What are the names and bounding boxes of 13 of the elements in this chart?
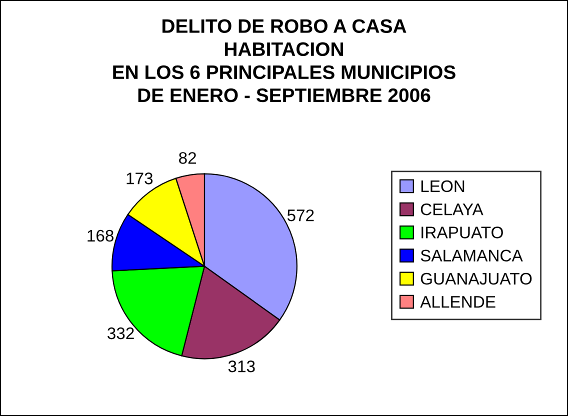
- legend-label: CELAYA: [420, 203, 484, 216]
- data-label: 332: [108, 327, 134, 340]
- data-label: 572: [287, 209, 314, 222]
- legend-label: ALLENDE: [420, 296, 496, 308]
- data-label: 168: [88, 230, 114, 242]
- data-label: 82: [179, 152, 196, 164]
- legend-label: GUANAJUATO: [420, 272, 532, 285]
- legend-label: IRAPUATO: [422, 226, 503, 238]
- legend-label: LEON: [421, 180, 464, 192]
- legend-label: SALAMANCA: [420, 250, 523, 262]
- chart-title: DELITO DE ROBO A CASA HABITACION EN LOS 6 PRINCIPALES MUNICIPIOS DE ENERO - SEPTIEMBRE 2006: [113, 19, 456, 102]
- data-label: 173: [126, 172, 153, 184]
- data-label: 313: [228, 360, 255, 372]
